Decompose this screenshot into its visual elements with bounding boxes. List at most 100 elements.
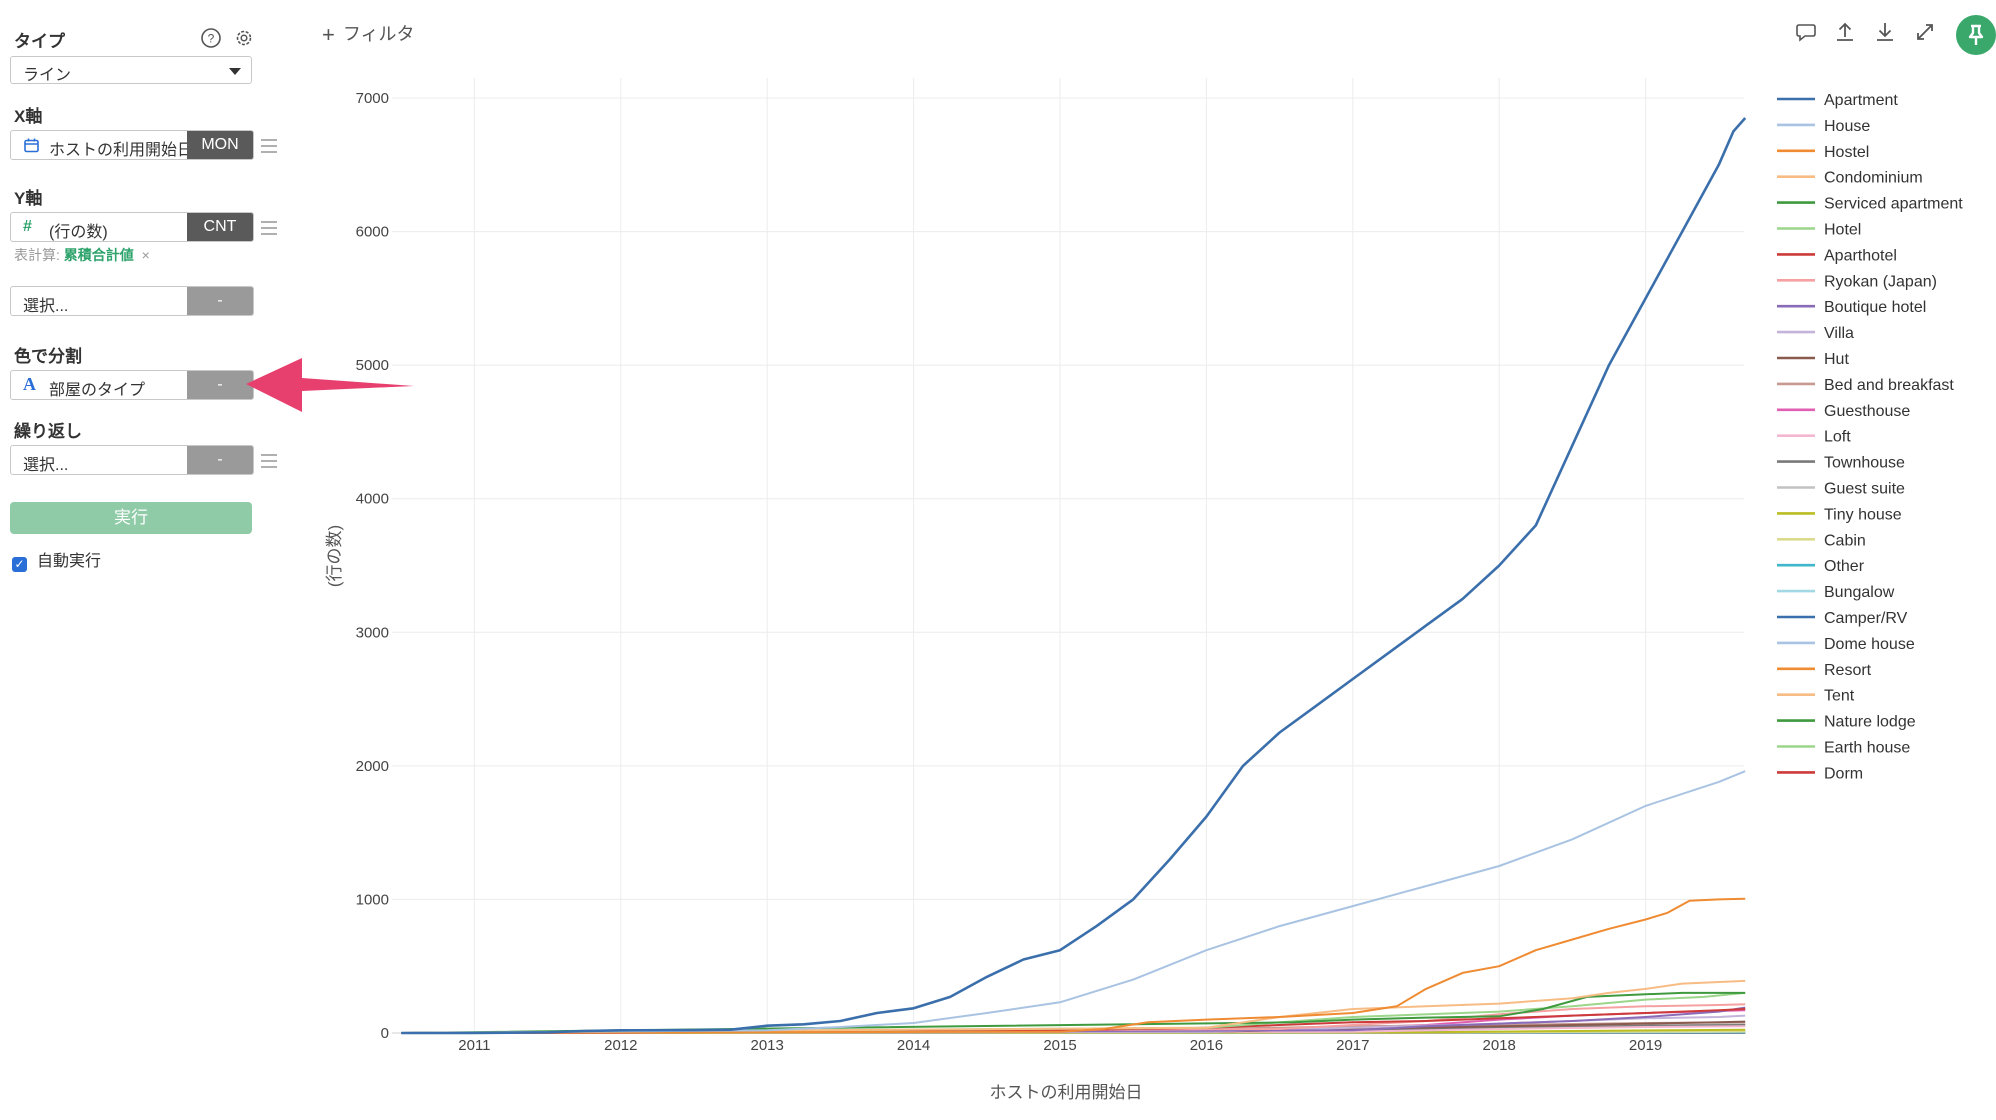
color-split-aggregation-button[interactable]: - [187,371,253,399]
y-axis-ticks: 0 1000 2000 3000 4000 5000 6000 7000 [356,90,389,1042]
y-tick-label: 7000 [356,90,389,107]
color-split-label: 色で分割 [14,347,82,366]
y-tick-label: 5000 [356,357,389,374]
table-calc-prefix: 表計算: [14,247,60,263]
add-filter-button[interactable]: + フィルタ [322,20,415,48]
legend-item[interactable]: Dome house [1824,636,1915,653]
x-tick-label: 2014 [897,1037,930,1054]
x-tick-label: 2018 [1483,1037,1516,1054]
x-tick-label: 2017 [1336,1037,1369,1054]
legend-item[interactable]: Bed and breakfast [1824,377,1954,394]
x-axis-title: ホストの利用開始日 [990,1083,1143,1102]
legend-item[interactable]: Resort [1824,662,1872,679]
legend-item[interactable]: Serviced apartment [1824,196,1963,213]
series-line [401,979,1746,1034]
legend-item[interactable]: Townhouse [1824,455,1905,472]
legend-item[interactable]: Camper/RV [1824,610,1908,627]
y-axis2-placeholder: 選択... [23,298,69,315]
x-tick-label: 2016 [1190,1037,1223,1054]
legend-item[interactable]: Guesthouse [1824,403,1910,420]
menu-icon[interactable] [261,221,277,235]
x-axis-field[interactable]: ホストの利用開始日 MON [10,130,254,160]
auto-run-label: 自動実行 [37,553,102,570]
repeat-placeholder: 選択... [23,457,69,474]
x-tick-label: 2019 [1629,1037,1662,1054]
svg-text:?: ? [208,32,215,46]
chart-type-select[interactable]: ライン [10,56,252,84]
x-axis-label: X軸 [14,107,43,126]
y-axis-label: Y軸 [14,189,43,208]
series-line [401,117,1747,1035]
pin-icon [1968,24,1984,45]
checkbox-checked-icon[interactable]: ✓ [12,557,27,572]
calendar-icon [24,138,39,153]
legend-item[interactable]: Dorm [1824,765,1863,782]
repeat-aggregation-button[interactable]: - [187,446,253,474]
annotation-arrow [246,358,414,412]
x-tick-label: 2012 [604,1037,637,1054]
legend-item[interactable]: Hut [1824,351,1849,368]
help-icon[interactable]: ? [200,27,222,49]
y-tick-label: 1000 [356,891,389,908]
y-axis-aggregation-button[interactable]: CNT [187,213,253,241]
legend-item[interactable]: House [1824,118,1870,135]
y-axis2-field[interactable]: 選択... - [10,286,254,316]
legend-item[interactable]: Earth house [1824,740,1910,757]
legend-item[interactable]: Loft [1824,429,1851,446]
legend-item[interactable]: Bungalow [1824,584,1895,601]
legend-item[interactable]: Other [1824,558,1865,575]
legend-item[interactable]: Ryokan (Japan) [1824,273,1937,290]
text-icon: A [23,374,36,394]
type-label: タイプ [14,32,65,51]
menu-icon[interactable] [261,454,277,468]
series-line [401,991,1746,1034]
expand-icon[interactable] [1913,20,1937,44]
y-axis-field-name: (行の数) [49,224,108,241]
plus-icon: + [322,22,335,47]
legend-item[interactable]: Tent [1824,688,1855,705]
menu-icon[interactable] [261,139,277,153]
y-tick-label: 6000 [356,224,389,241]
repeat-field[interactable]: 選択... - [10,445,254,475]
number-icon: # [23,218,32,235]
x-axis-aggregation-button[interactable]: MON [187,131,253,159]
x-tick-label: 2011 [458,1037,490,1054]
y-axis2-aggregation-button[interactable]: - [187,287,253,315]
y-axis-field[interactable]: # (行の数) CNT [10,212,254,242]
legend-item[interactable]: Cabin [1824,532,1866,549]
y-tick-label: 0 [381,1025,389,1042]
legend-item[interactable]: Apartment [1824,92,1898,109]
table-calc-value[interactable]: 累積合計値 [63,247,134,263]
chart-grid [392,78,1744,1034]
color-split-field[interactable]: A 部屋のタイプ - [10,370,254,400]
table-calc-remove-button[interactable]: × [141,247,150,263]
legend-item[interactable]: Condominium [1824,170,1923,187]
series-line [401,1006,1746,1034]
series-line [401,770,1746,1034]
x-tick-label: 2013 [751,1037,784,1054]
series-line [401,897,1746,1034]
legend-item[interactable]: Nature lodge [1824,714,1916,731]
legend-item[interactable]: Guest suite [1824,481,1905,498]
y-tick-label: 2000 [356,758,389,775]
x-tick-label: 2015 [1043,1037,1076,1054]
auto-run-checkbox[interactable]: ✓ 自動実行 [12,547,101,572]
legend-item[interactable]: Tiny house [1824,506,1902,523]
pin-button[interactable] [1956,15,1996,55]
legend-item[interactable]: Hostel [1824,144,1869,161]
legend-item[interactable]: Aparthotel [1824,247,1897,264]
download-icon[interactable] [1873,20,1897,44]
x-axis-ticks: 2011 2012 2013 2014 2015 2016 2017 2018 2019 [458,1037,1662,1054]
run-button[interactable]: 実行 [10,502,252,534]
filter-label: フィルタ [342,24,415,44]
legend-item[interactable]: Hotel [1824,222,1861,239]
upload-icon[interactable] [1833,20,1857,44]
gear-icon[interactable] [233,27,255,49]
legend-item[interactable]: Boutique hotel [1824,299,1926,316]
comment-icon[interactable] [1794,20,1818,44]
color-split-field-name: 部屋のタイプ [49,382,146,399]
legend-item[interactable]: Villa [1824,325,1854,342]
series-line [401,1008,1746,1034]
chart-series [401,117,1747,1035]
